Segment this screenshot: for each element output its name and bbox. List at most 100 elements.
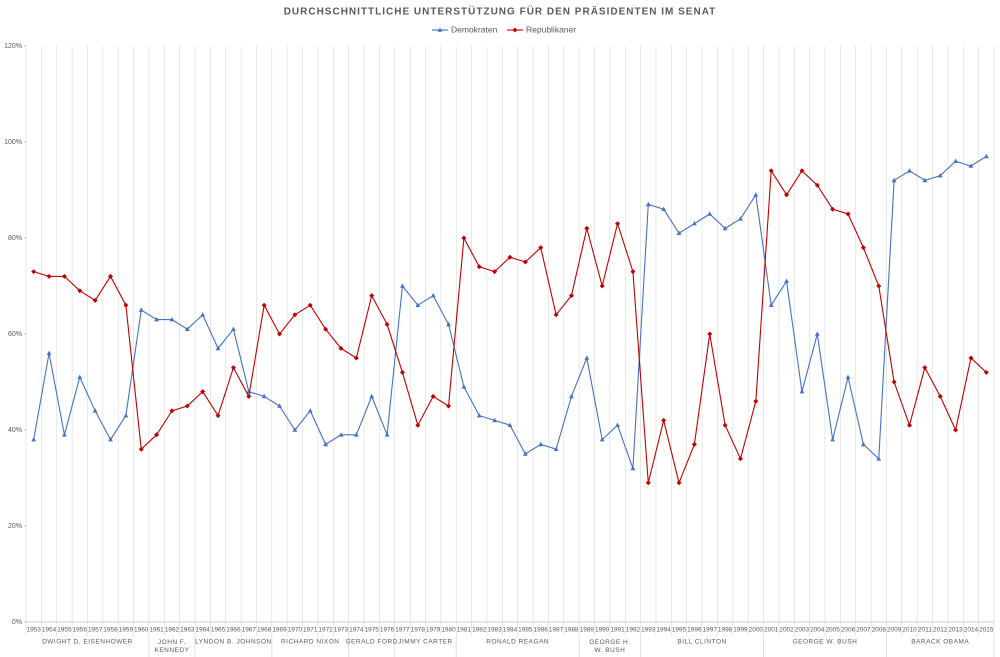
- x-tick-label: 2009: [887, 628, 902, 634]
- group-label: JIMMY CARTER: [398, 639, 453, 646]
- group-label: LYNDON B. JOHNSON: [195, 639, 272, 646]
- point: [46, 350, 52, 355]
- x-tick-label: 1999: [733, 628, 748, 634]
- x-tick-label: 1993: [641, 628, 656, 634]
- point: [876, 456, 882, 461]
- x-tick-label: 2012: [933, 628, 948, 634]
- x-tick-label: 2003: [795, 628, 810, 634]
- point: [123, 413, 129, 418]
- point: [707, 331, 713, 337]
- x-tick-label: 1980: [441, 628, 456, 634]
- point: [737, 456, 743, 462]
- point: [369, 393, 375, 399]
- point: [492, 417, 498, 423]
- x-tick-label: 1962: [165, 628, 180, 634]
- x-tick-label: 1960: [134, 628, 149, 634]
- x-tick-label: 2007: [856, 628, 871, 634]
- point: [768, 168, 774, 174]
- point: [784, 278, 789, 283]
- group-label: JOHN F. KENNEDY: [154, 639, 189, 654]
- point: [845, 211, 851, 217]
- x-tick-label: 1994: [656, 628, 671, 634]
- point: [722, 225, 728, 231]
- x-tick-label: 1961: [149, 628, 164, 634]
- point: [645, 201, 651, 207]
- x-tick-label: 1982: [472, 628, 487, 634]
- point: [338, 345, 344, 351]
- x-tick-label: 1968: [257, 628, 272, 634]
- point: [968, 163, 974, 168]
- x-tick-label: 1963: [180, 628, 195, 634]
- point: [553, 446, 559, 451]
- y-tick-label: 80%: [8, 235, 22, 242]
- point: [538, 441, 544, 447]
- point: [400, 283, 405, 288]
- point: [169, 408, 175, 414]
- point: [138, 307, 144, 312]
- point: [860, 245, 866, 251]
- x-tick-label: 1972: [318, 628, 333, 634]
- point: [138, 446, 144, 452]
- point: [630, 269, 636, 275]
- point: [738, 216, 743, 221]
- x-tick-label: 1996: [687, 628, 702, 634]
- point: [599, 437, 605, 442]
- group-label: GEORGE W. BUSH: [793, 639, 858, 646]
- point: [430, 393, 436, 399]
- point: [691, 221, 697, 226]
- point: [722, 422, 728, 428]
- point: [200, 389, 206, 395]
- point: [784, 192, 790, 198]
- x-tick-label: 2010: [902, 628, 917, 634]
- point: [584, 355, 590, 360]
- point: [661, 206, 667, 211]
- point: [184, 403, 190, 409]
- point: [323, 326, 329, 332]
- x-tick-label: 1965: [211, 628, 226, 634]
- point: [983, 153, 989, 159]
- point: [553, 312, 559, 318]
- point: [154, 317, 160, 322]
- point: [108, 437, 113, 442]
- point: [676, 230, 682, 235]
- point: [399, 369, 405, 375]
- point: [630, 465, 636, 471]
- point: [845, 374, 851, 379]
- x-tick-label: 1976: [380, 628, 395, 634]
- x-tick-label: 1966: [226, 628, 241, 634]
- point: [492, 269, 498, 275]
- group-label: DWIGHT D. EISENHOWER: [42, 639, 133, 646]
- point: [461, 384, 467, 389]
- point: [292, 427, 298, 432]
- point: [92, 297, 98, 303]
- point: [46, 273, 52, 279]
- point: [983, 369, 989, 375]
- x-tick-label: 2006: [841, 628, 856, 634]
- point: [507, 254, 513, 260]
- x-tick-label: 2008: [872, 628, 887, 634]
- point: [661, 417, 667, 423]
- point: [92, 408, 98, 413]
- x-tick-label: 2002: [779, 628, 794, 634]
- group-label: GEORGE H. W. BUSH: [589, 639, 630, 654]
- group-label: GERALD FORD: [345, 639, 397, 646]
- x-tick-label: 2013: [948, 628, 963, 634]
- x-tick-label: 1977: [395, 628, 410, 634]
- x-tick-label: 1970: [288, 628, 303, 634]
- point: [538, 245, 544, 251]
- point: [415, 302, 421, 307]
- x-tick-label: 1991: [610, 628, 625, 634]
- group-label: RONALD REAGAN: [486, 639, 549, 646]
- x-tick-label: 1957: [88, 628, 103, 634]
- point: [968, 355, 974, 361]
- point: [615, 221, 621, 227]
- x-tick-label: 1958: [103, 628, 118, 634]
- x-tick-label: 1955: [57, 628, 72, 634]
- x-tick-label: 1985: [518, 628, 533, 634]
- point: [522, 259, 528, 265]
- x-tick-label: 1956: [73, 628, 88, 634]
- point: [353, 432, 359, 437]
- point: [230, 365, 236, 371]
- x-tick-label: 1990: [595, 628, 610, 634]
- x-tick-label: 2000: [749, 628, 764, 634]
